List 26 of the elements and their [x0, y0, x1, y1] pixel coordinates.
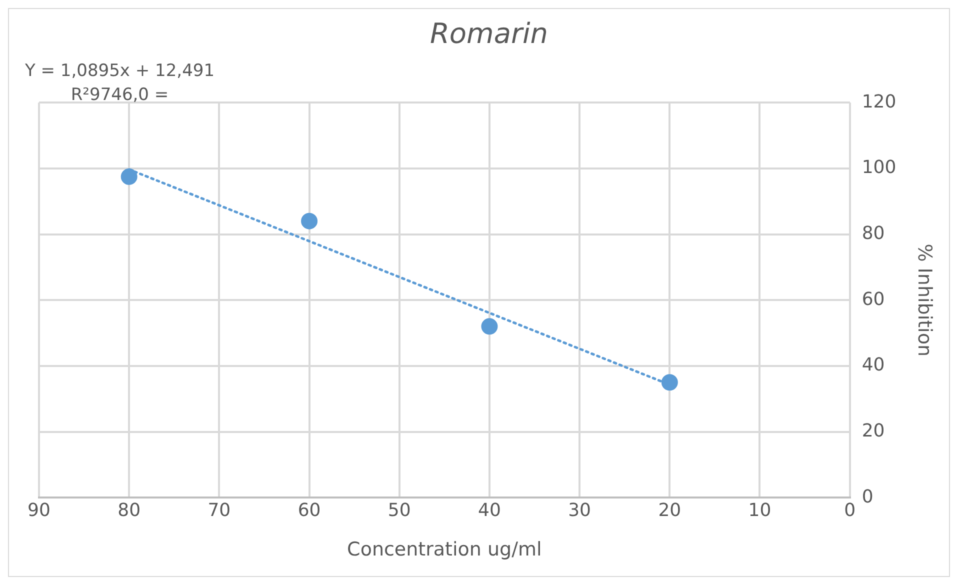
x-tick-label: 70: [208, 500, 231, 522]
y-tick-label: 40: [862, 354, 885, 376]
y-tick-label: 60: [862, 288, 885, 310]
point: [481, 318, 498, 335]
y-tick-label: 120: [862, 91, 896, 112]
text: Y = 1,0895x + 12,491: [25, 60, 215, 83]
x-tick-label: 0: [844, 500, 856, 522]
point: [120, 168, 138, 185]
x-tick-label: 80: [118, 500, 141, 522]
x-tick-label: 60: [298, 500, 321, 522]
y-axis-title: % Inhibition: [914, 244, 936, 356]
x-tick-label: 50: [388, 500, 411, 522]
point: [661, 374, 678, 391]
chart-title: Romarin: [430, 17, 548, 50]
x-axis-title: Concentration ug/ml: [347, 538, 542, 561]
y-tick-label: 0: [862, 486, 874, 508]
y-tick-label: 20: [862, 420, 885, 442]
x-tick-label: 90: [28, 500, 50, 522]
point: [301, 212, 318, 230]
annotation: R²9746,0 =: [70, 84, 170, 107]
y-tick-label: 80: [862, 222, 885, 244]
x-tick-label: 20: [658, 500, 682, 522]
x-tick-label: 40: [478, 500, 501, 522]
y-tick-label: 100: [862, 157, 896, 178]
x-tick-label: 30: [568, 500, 592, 522]
x-tick-label: 10: [748, 500, 772, 522]
